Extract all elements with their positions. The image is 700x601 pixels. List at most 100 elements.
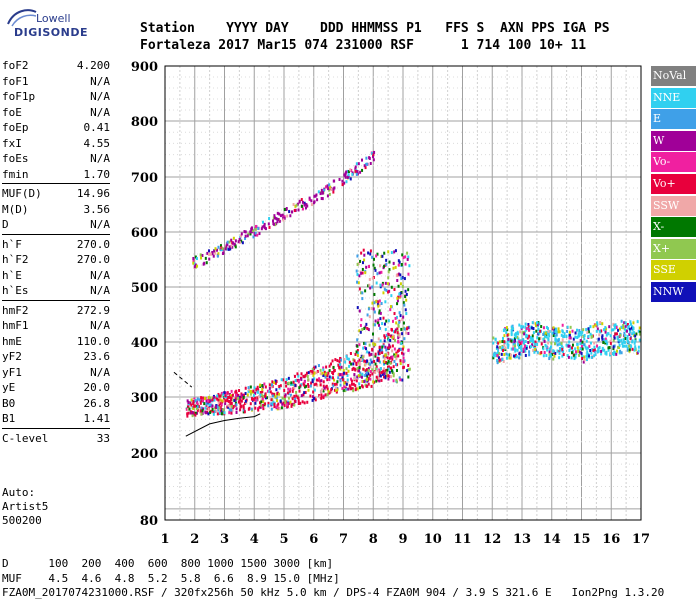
echo-point bbox=[207, 399, 210, 403]
echo-point bbox=[204, 256, 207, 260]
echo-point bbox=[330, 390, 333, 394]
echo-point bbox=[308, 196, 311, 200]
echo-point bbox=[503, 353, 506, 357]
echo-point bbox=[230, 238, 233, 242]
echo-point bbox=[283, 397, 286, 401]
param-separator bbox=[2, 299, 110, 301]
echo-point bbox=[339, 367, 342, 371]
echo-point bbox=[502, 329, 505, 333]
echo-point bbox=[276, 399, 279, 403]
echo-point bbox=[333, 369, 336, 373]
echo-point bbox=[317, 190, 320, 194]
echo-point bbox=[263, 226, 266, 230]
echo-point bbox=[200, 256, 203, 260]
echo-point bbox=[383, 367, 386, 371]
echo-point bbox=[359, 323, 362, 327]
echo-point bbox=[404, 289, 407, 293]
echo-point bbox=[361, 267, 364, 271]
echo-point bbox=[372, 343, 375, 347]
echo-point bbox=[387, 270, 390, 274]
echo-point bbox=[502, 359, 505, 363]
echo-point bbox=[321, 388, 324, 392]
echo-point bbox=[250, 407, 253, 411]
echo-point bbox=[278, 392, 281, 396]
echo-point bbox=[388, 268, 391, 272]
echo-point bbox=[634, 346, 637, 350]
echo-point bbox=[213, 249, 216, 253]
echo-point bbox=[230, 411, 233, 415]
echo-point bbox=[615, 349, 618, 353]
echo-point bbox=[201, 398, 204, 402]
echo-point bbox=[365, 371, 368, 375]
param-row: M(D) 3.56 bbox=[2, 202, 110, 218]
echo-point bbox=[527, 341, 530, 345]
echo-point bbox=[583, 333, 586, 337]
echo-point bbox=[220, 391, 223, 395]
param-value: N/A bbox=[90, 105, 110, 119]
echo-point bbox=[518, 345, 521, 349]
echo-point bbox=[507, 345, 510, 349]
echo-point bbox=[303, 203, 306, 207]
echo-point bbox=[222, 252, 225, 256]
echo-point bbox=[599, 320, 602, 324]
echo-point bbox=[384, 353, 387, 357]
echo-point bbox=[638, 326, 641, 330]
echo-point bbox=[275, 405, 278, 409]
echo-point bbox=[549, 345, 552, 349]
echo-point bbox=[360, 373, 363, 377]
echo-point bbox=[370, 306, 373, 310]
echo-point bbox=[385, 333, 388, 337]
echo-point bbox=[326, 387, 329, 391]
echo-point bbox=[580, 351, 583, 355]
echo-point bbox=[218, 406, 221, 410]
echo-point bbox=[536, 321, 539, 325]
echo-point bbox=[295, 203, 298, 207]
echo-point bbox=[606, 332, 609, 336]
echo-point bbox=[216, 405, 219, 409]
echo-point bbox=[378, 348, 381, 352]
echo-point bbox=[500, 352, 503, 356]
echo-point bbox=[358, 274, 361, 278]
echo-point bbox=[596, 322, 599, 326]
echo-point bbox=[396, 299, 399, 303]
echo-point bbox=[328, 391, 331, 395]
echo-point bbox=[397, 323, 400, 327]
param-row: D N/A bbox=[2, 217, 110, 233]
echo-point bbox=[518, 352, 521, 356]
echo-point bbox=[383, 360, 386, 364]
echo-point bbox=[558, 350, 561, 354]
echo-point bbox=[394, 330, 397, 334]
echo-point bbox=[510, 333, 513, 337]
echo-point bbox=[510, 325, 513, 329]
echo-point bbox=[322, 368, 325, 372]
echo-point bbox=[352, 358, 355, 362]
echo-point bbox=[355, 269, 358, 273]
legend-item: X+ bbox=[651, 238, 696, 259]
echo-point bbox=[505, 330, 508, 334]
echo-point bbox=[377, 368, 380, 372]
file-info-row: FZA0M_2017074231000.RSF / 320fx256h 50 k… bbox=[2, 586, 665, 599]
echo-point bbox=[196, 403, 199, 407]
profile-curves bbox=[173, 371, 261, 437]
echo-point bbox=[609, 339, 612, 343]
echo-point bbox=[510, 331, 513, 335]
echo-point bbox=[356, 306, 359, 310]
echo-point bbox=[273, 214, 276, 218]
echo-point bbox=[600, 349, 603, 353]
echo-point bbox=[375, 365, 378, 369]
echo-point bbox=[552, 334, 555, 338]
echo-point bbox=[578, 334, 581, 338]
param-name: fmin bbox=[2, 167, 29, 181]
echo-point bbox=[374, 319, 377, 323]
param-value: N/A bbox=[90, 152, 110, 165]
echo-point bbox=[548, 350, 551, 354]
echo-point bbox=[603, 328, 606, 332]
echo-point bbox=[192, 259, 195, 263]
echo-point bbox=[207, 249, 210, 253]
echo-point bbox=[217, 245, 220, 249]
echo-point bbox=[238, 240, 241, 244]
echo-point bbox=[234, 245, 237, 249]
echo-point bbox=[356, 172, 359, 176]
echo-point bbox=[255, 388, 258, 392]
echo-point bbox=[394, 249, 397, 253]
